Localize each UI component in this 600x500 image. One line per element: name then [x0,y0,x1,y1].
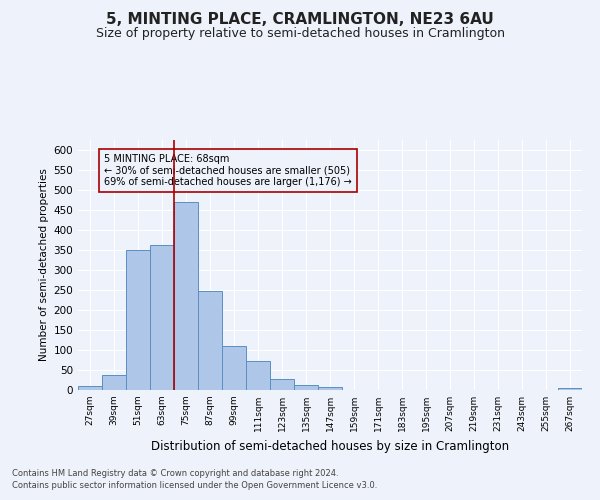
Bar [150,245,174,390]
Text: Contains HM Land Registry data © Crown copyright and database right 2024.: Contains HM Land Registry data © Crown c… [12,468,338,477]
Bar [126,250,150,390]
Bar [270,379,294,390]
Text: 5, MINTING PLACE, CRAMLINGTON, NE23 6AU: 5, MINTING PLACE, CRAMLINGTON, NE23 6AU [106,12,494,28]
Text: 5 MINTING PLACE: 68sqm
← 30% of semi-detached houses are smaller (505)
69% of se: 5 MINTING PLACE: 68sqm ← 30% of semi-det… [104,154,352,187]
Text: Size of property relative to semi-detached houses in Cramlington: Size of property relative to semi-detach… [95,28,505,40]
Bar [318,387,342,390]
Bar [246,361,270,390]
Bar [198,291,222,390]
Bar [558,388,582,390]
Bar [78,386,102,390]
Y-axis label: Number of semi-detached properties: Number of semi-detached properties [39,168,49,362]
Bar [174,202,198,390]
Bar [222,346,246,390]
Bar [294,385,318,390]
Bar [102,375,126,390]
Text: Contains public sector information licensed under the Open Government Licence v3: Contains public sector information licen… [12,481,377,490]
X-axis label: Distribution of semi-detached houses by size in Cramlington: Distribution of semi-detached houses by … [151,440,509,452]
